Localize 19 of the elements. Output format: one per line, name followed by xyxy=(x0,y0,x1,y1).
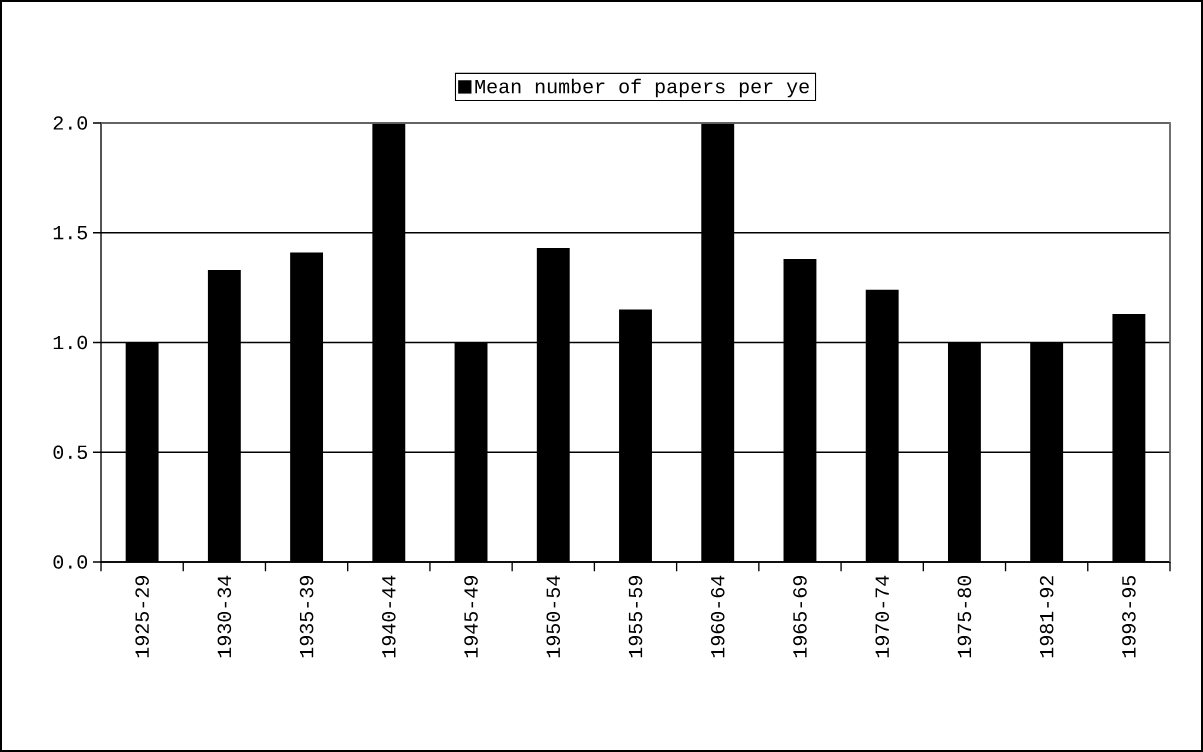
x-tick-label: 1993-95 xyxy=(1122,575,1136,658)
y-tick-label: 1.0 xyxy=(53,335,88,350)
x-tick-label: 1975-80 xyxy=(957,575,972,658)
y-tick-label: 1.5 xyxy=(53,226,88,240)
x-tick-label: 1950-54 xyxy=(546,575,561,658)
y-tick-label: 0.0 xyxy=(53,555,88,569)
x-tick-label: 1930-34 xyxy=(217,575,232,658)
x-tick-label: 1981-92 xyxy=(1039,576,1054,658)
x-tick-label: 1955-59 xyxy=(628,576,643,658)
x-tick-label: 1970-74 xyxy=(875,575,889,658)
x-tick-label: 1945-49 xyxy=(464,576,478,658)
x-tick-label: 1965-69 xyxy=(793,576,807,658)
legend-label: Mean number of papers per ye xyxy=(475,78,809,98)
x-tick-label: 1925-29 xyxy=(135,576,149,658)
y-tick-label: 2.0 xyxy=(53,116,88,130)
x-tick-label: 1935-39 xyxy=(299,576,314,658)
x-tick-label: 1940-44 xyxy=(382,575,396,658)
y-tick-label: 0.5 xyxy=(53,445,88,460)
x-tick-label: 1960-64 xyxy=(710,575,725,658)
